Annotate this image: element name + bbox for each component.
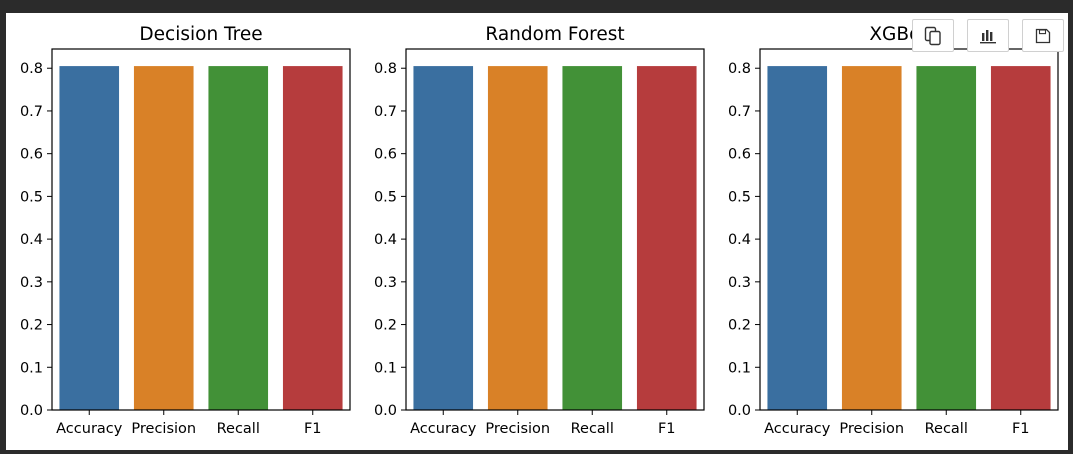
- axes-frame: [759, 48, 1059, 411]
- x-tick-label: Precision: [485, 421, 550, 437]
- y-tick-label: 0.1: [374, 360, 397, 376]
- y-tick-label: 0.5: [374, 189, 397, 205]
- save-icon: [1035, 28, 1051, 44]
- x-tick-label: F1: [658, 421, 676, 437]
- x-tick-label: Recall: [571, 421, 614, 437]
- figure: Decision Tree 0.0 0.1 0.2 0.3 0.4 0.5 0.6 0.7 0.8…: [6, 13, 1068, 450]
- chart-button[interactable]: [967, 19, 1009, 52]
- y-tick-label: 0.1: [20, 360, 43, 376]
- x-tick-label: Accuracy: [764, 421, 831, 437]
- bar-accuracy: [767, 66, 828, 411]
- y-tick-label: 0.8: [728, 61, 751, 77]
- y-tick-label: 0.5: [20, 189, 43, 205]
- axes-frame: [51, 48, 351, 411]
- y-tick-label: 0.3: [374, 275, 397, 291]
- y-tick-label: 0.4: [374, 232, 397, 248]
- top-strip: [0, 0, 1073, 13]
- x-tick-label: F1: [1012, 421, 1030, 437]
- x-tick-label: Recall: [925, 421, 968, 437]
- chart-title: Decision Tree: [139, 24, 262, 45]
- copy-button[interactable]: [912, 19, 954, 52]
- bar-precision: [487, 66, 548, 411]
- y-tick-label: 0.6: [20, 147, 43, 163]
- x-tick-label: F1: [304, 421, 322, 437]
- bar-precision: [133, 66, 194, 411]
- save-button[interactable]: [1022, 19, 1064, 52]
- bar-accuracy: [59, 66, 120, 411]
- y-tick-label: 0.0: [728, 403, 751, 419]
- chart-icon: [979, 28, 997, 44]
- x-tick-label: Precision: [131, 421, 196, 437]
- y-tick-label: 0.2: [728, 318, 751, 334]
- bar-recall: [208, 66, 269, 411]
- y-tick-label: 0.0: [20, 403, 43, 419]
- chart-panel-2: Random Forest 0.0 0.1 0.2 0.3 0.4 0.5 0.6 0.7 0.8…: [374, 24, 705, 437]
- bar-recall: [916, 66, 977, 411]
- bar-f1: [636, 66, 697, 411]
- copy-icon: [924, 26, 942, 46]
- figure-toolbar: [912, 19, 1064, 52]
- y-tick-label: 0.5: [728, 189, 751, 205]
- bar-f1: [990, 66, 1051, 411]
- y-tick-label: 0.7: [374, 104, 397, 120]
- y-tick-label: 0.3: [728, 275, 751, 291]
- y-tick-label: 0.6: [728, 147, 751, 163]
- y-tick-label: 0.4: [728, 232, 751, 248]
- y-tick-label: 0.2: [20, 318, 43, 334]
- axes-frame: [405, 48, 705, 411]
- y-tick-label: 0.2: [374, 318, 397, 334]
- y-tick-label: 0.1: [728, 360, 751, 376]
- y-tick-label: 0.8: [374, 61, 397, 77]
- bar-recall: [562, 66, 623, 411]
- bar-accuracy: [413, 66, 474, 411]
- chart-title: Random Forest: [485, 24, 624, 45]
- x-tick-label: Precision: [839, 421, 904, 437]
- x-tick-label: Accuracy: [410, 421, 477, 437]
- y-tick-label: 0.7: [20, 104, 43, 120]
- y-tick-label: 0.0: [374, 403, 397, 419]
- chart-panel-1: Decision Tree 0.0 0.1 0.2 0.3 0.4 0.5 0.6 0.7 0.8…: [20, 24, 351, 437]
- x-tick-label: Recall: [217, 421, 260, 437]
- y-tick-label: 0.3: [20, 275, 43, 291]
- bar-precision: [841, 66, 902, 411]
- x-tick-label: Accuracy: [56, 421, 123, 437]
- y-tick-label: 0.4: [20, 232, 43, 248]
- y-tick-label: 0.7: [728, 104, 751, 120]
- charts-svg: Decision Tree 0.0 0.1 0.2 0.3 0.4 0.5 0.6 0.7 0.8…: [20, 24, 1059, 437]
- y-tick-label: 0.6: [374, 147, 397, 163]
- bar-f1: [282, 66, 343, 411]
- y-tick-label: 0.8: [20, 61, 43, 77]
- chart-panel-3: XGBoost0.00.10.20.30.40.50.60.70.8Accura…: [728, 24, 1059, 437]
